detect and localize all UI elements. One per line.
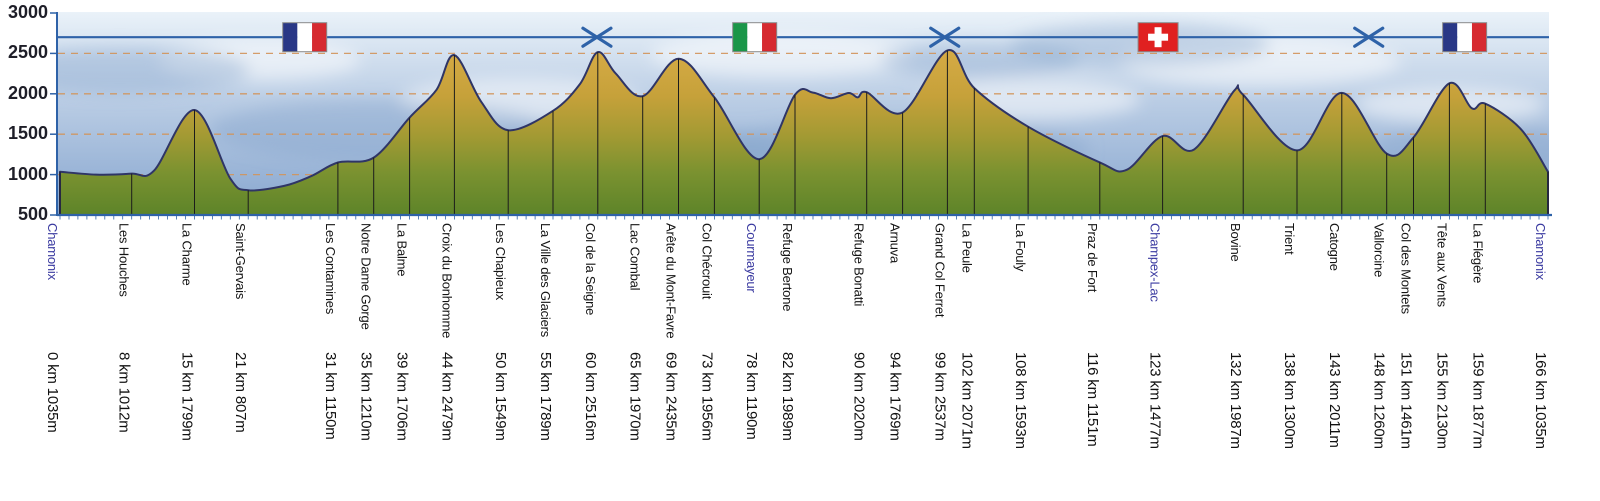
place-distance-label: 55 km 1789m [537,352,554,441]
place-distance-label: 50 km 1549m [492,352,510,441]
y-axis-tick-label: 1500 [7,123,48,144]
place-name-label: Refuge Bonatti [851,223,867,307]
place-name-label: Col des Montets [1398,223,1414,314]
y-axis-tick-label: 3000 [7,2,48,22]
place-distance-label: 78 km 1190m [743,352,761,440]
place-distance-label: 94 km 1769m [886,352,904,441]
place-name-label: La Flégère [1470,223,1486,284]
y-axis-tick-label: 2500 [7,42,48,63]
place-name-label: Refuge Bertone [780,223,796,312]
place-name-label: Champex-Lac [1147,223,1163,302]
elevation-area [59,49,1549,215]
place-distance-label: 132 km 1987m [1227,352,1245,449]
place-name-label: Col de la Seigne [582,223,598,316]
place-distance-label: 60 km 2516m [581,352,599,441]
place-distance-label: 143 km 2011m [1325,352,1343,448]
place-name-label: Les Chapieux [493,223,509,301]
border-cross-icon [1353,26,1385,48]
place-distance-label: 39 km 1706m [393,352,411,441]
place-name-label: Arête du Mont-Favre [663,223,679,339]
flag-switzerland-icon [1137,22,1179,53]
place-distance-label: 65 km 1970m [626,352,644,441]
border-cross-icon [929,26,961,48]
place-name-label: La Balme [394,223,410,277]
place-distance-label: 69 km 2435m [662,352,680,441]
place-name-label: Saint-Gervais [233,223,249,300]
place-name-label: Chamonix [1533,223,1548,280]
border-cross-icon [581,26,613,48]
place-name-label: La Charme [179,223,195,286]
place-name-label: Col Chécrouit [699,223,715,300]
place-distance-label: 116 km 1151m [1083,352,1101,447]
place-name-label: Vallorcine [1371,223,1387,278]
place-name-label: Lac Combal [627,223,643,291]
flag-france-icon [1442,22,1488,53]
place-name-label: Les Contamines [322,223,338,315]
place-name-label: Notre Dame Gorge [358,223,374,330]
place-distance-label: 0 km 1035m [44,352,61,433]
place-name-label: Chamonix [45,223,60,280]
place-distance-label: 138 km 1300m [1281,352,1298,449]
place-distance-label: 102 km 2071m [958,352,976,449]
place-distance-label: 159 km 1877m [1469,352,1487,449]
place-name-label: La Ville des Glaciers [538,223,553,338]
place-distance-label: 151 km 1461m [1397,352,1415,449]
place-distance-label: 108 km 1593m [1012,352,1030,449]
place-distance-label: 35 km 1210m [357,352,375,441]
place-name-label: Bovine [1228,223,1244,262]
place-distance-label: 8 km 1012m [115,352,133,433]
place-distance-label: 82 km 1989m [779,352,797,441]
place-name-label: Les Houches [116,223,132,297]
place-distance-label: 155 km 2130m [1433,352,1451,449]
place-distance-label: 148 km 1260m [1370,352,1388,449]
y-axis-tick-label: 500 [17,204,48,224]
place-distance-label: 166 km 1035m [1532,352,1549,449]
place-name-label: Croix du Bonhomme [439,223,455,339]
y-axis-tick-label: 2000 [7,82,48,103]
place-name-label: Courmayeur [744,223,760,293]
place-name-label: La Fouly [1013,223,1029,272]
place-distance-label: 31 km 1150m [321,352,339,440]
place-distance-label: 99 km 2537m [931,352,949,441]
place-name-label: Catogne [1326,223,1342,271]
place-distance-label: 73 km 1956m [698,352,716,441]
flag-france-icon [282,22,328,53]
flag-italy-icon [732,22,778,53]
place-name-label: La Peule [959,223,975,273]
place-distance-label: 90 km 2020m [850,352,868,441]
place-distance-label: 15 km 1799m [178,352,196,441]
place-name-label: Tête aux Vents [1434,223,1450,307]
y-axis-tick-label: 1000 [7,163,48,184]
place-name-label: Arnuva [887,223,903,263]
place-name-label: Praz de Fort [1084,223,1100,293]
place-name-label: Trient [1282,223,1297,255]
place-distance-label: 123 km 1477m [1146,352,1164,449]
place-name-label: Grand Col Ferret [932,223,948,318]
place-distance-label: 44 km 2479m [438,352,456,441]
place-distance-label: 21 km 807m [232,352,250,433]
